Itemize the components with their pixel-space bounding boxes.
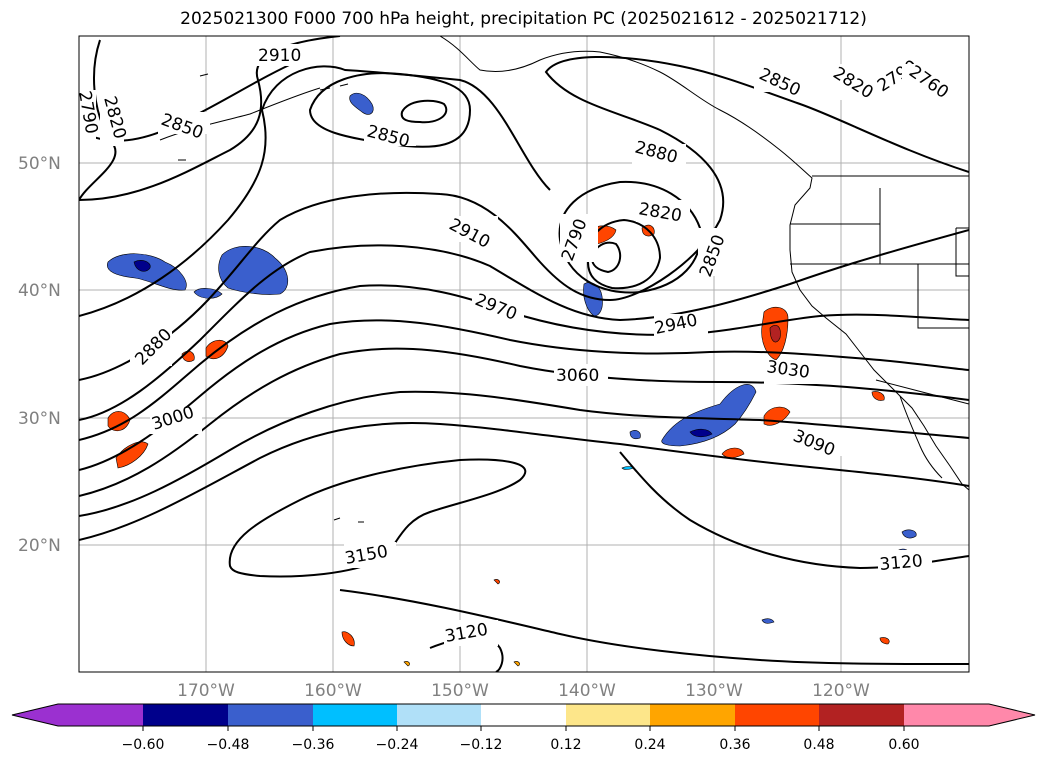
precip-negative-area bbox=[349, 92, 374, 115]
colorbar-tick-label: 0.60 bbox=[888, 737, 919, 753]
border-us-mexico bbox=[875, 379, 969, 405]
colorbar-outline bbox=[11, 703, 1036, 727]
colorbar-segment bbox=[58, 704, 143, 726]
colorbar-tick-label: 0.24 bbox=[634, 737, 665, 753]
colorbar-tick-label: 0.36 bbox=[719, 737, 750, 753]
colorbar-extend-max bbox=[989, 704, 1035, 726]
precip-negative-area bbox=[761, 618, 775, 624]
contour-labels: 2910 2790 2820 2850 2850 2880 2910 2820 … bbox=[74, 44, 954, 647]
colorbar-tick-label: −0.24 bbox=[376, 737, 419, 753]
contour-label: 2910 bbox=[258, 46, 301, 66]
plot-area bbox=[79, 36, 969, 672]
border-states bbox=[790, 188, 969, 329]
contour-label: 2790 bbox=[74, 89, 101, 135]
precip-negative-core bbox=[689, 428, 713, 438]
map-title: 2025021300 F000 700 hPa height, precipit… bbox=[180, 9, 867, 29]
precip-positive-area bbox=[493, 579, 500, 585]
colorbar-segment bbox=[819, 704, 904, 726]
lon-label: 120°W bbox=[812, 681, 870, 701]
coastline-baja bbox=[899, 395, 943, 479]
precip-negative-area bbox=[629, 430, 641, 440]
colorbar-tick-label: −0.48 bbox=[207, 737, 250, 753]
lat-label: 50°N bbox=[18, 154, 61, 174]
precip-positive-area bbox=[513, 661, 520, 667]
colorbar-segment bbox=[228, 704, 313, 726]
colorbar-tick-label: −0.60 bbox=[122, 737, 165, 753]
colorbar-segment bbox=[397, 704, 481, 726]
precip-positive-core bbox=[769, 325, 781, 343]
precipitation-shading bbox=[107, 92, 917, 667]
longitude-labels: 170°W 160°W 150°W 140°W 130°W 120°W bbox=[177, 681, 870, 701]
coastline-north-america bbox=[439, 36, 969, 491]
precip-negative-area bbox=[901, 529, 917, 539]
contour-label: 3120 bbox=[879, 551, 924, 575]
lon-label: 170°W bbox=[177, 681, 235, 701]
lat-label: 20°N bbox=[18, 536, 61, 556]
precip-positive-area bbox=[403, 661, 410, 667]
colorbar-extend-min bbox=[12, 704, 58, 726]
latitude-labels: 50°N 40°N 30°N 20°N bbox=[18, 154, 61, 556]
colorbar-segment bbox=[904, 704, 989, 726]
lon-label: 160°W bbox=[304, 681, 362, 701]
contour-label: 3060 bbox=[556, 366, 599, 386]
precip-negative-area bbox=[218, 245, 288, 295]
precip-positive-area bbox=[879, 637, 890, 645]
lon-label: 150°W bbox=[431, 681, 489, 701]
plot-frame bbox=[78, 35, 970, 673]
precip-positive-area bbox=[871, 391, 885, 401]
colorbar-segment bbox=[566, 704, 650, 726]
height-contours bbox=[79, 36, 969, 672]
lat-label: 40°N bbox=[18, 281, 61, 301]
colorbar-tick-label: 0.48 bbox=[803, 737, 834, 753]
colorbar-segment bbox=[735, 704, 819, 726]
lon-label: 130°W bbox=[685, 681, 743, 701]
precip-positive-area bbox=[115, 441, 149, 469]
lon-label: 140°W bbox=[558, 681, 616, 701]
lat-label: 30°N bbox=[18, 409, 61, 429]
colorbar-tick-label: 0.12 bbox=[550, 737, 581, 753]
precip-negative-area bbox=[107, 253, 187, 291]
colorbar-segment bbox=[313, 704, 397, 726]
precip-negative-core bbox=[133, 260, 151, 272]
colorbar-tick-label: −0.36 bbox=[292, 737, 335, 753]
colorbar-segment bbox=[650, 704, 735, 726]
colorbar-segment bbox=[143, 704, 228, 726]
precip-negative-area bbox=[193, 288, 223, 299]
precip-positive-area bbox=[341, 631, 355, 647]
colorbar-segment bbox=[481, 704, 566, 726]
colorbar: −0.60 −0.48 −0.36 −0.24 −0.12 0.12 0.24 … bbox=[11, 703, 1036, 753]
precip-negative-area bbox=[661, 384, 757, 447]
colorbar-tick-label: −0.12 bbox=[460, 737, 503, 753]
